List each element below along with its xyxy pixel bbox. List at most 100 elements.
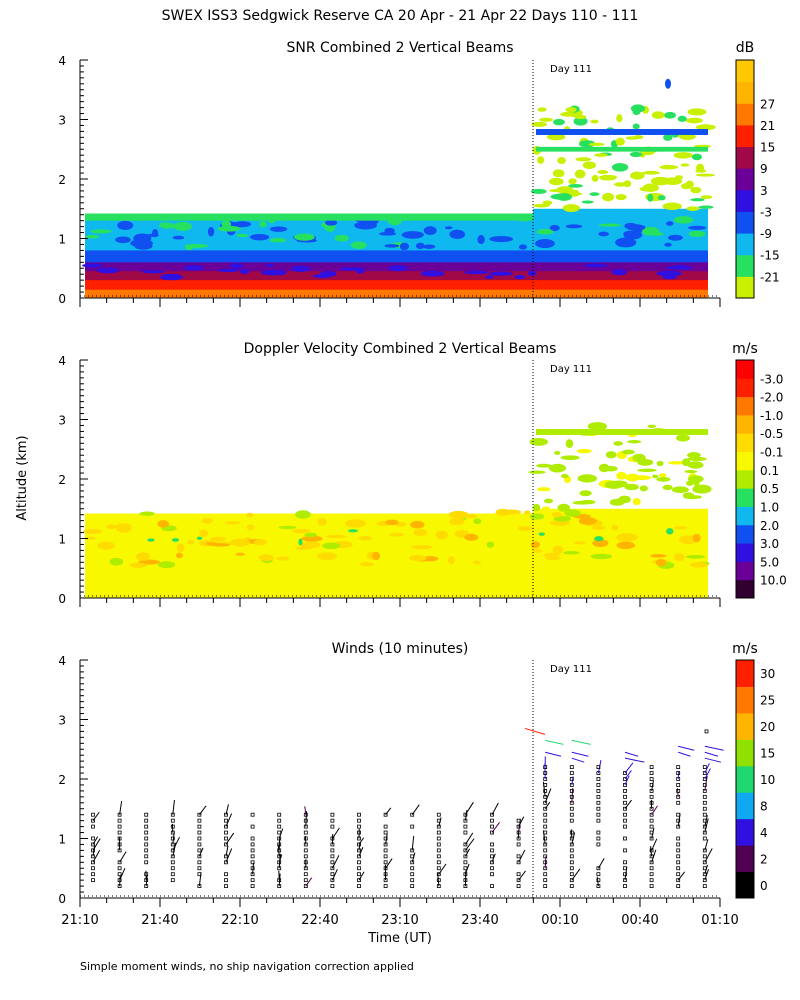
velocity-blob (486, 541, 495, 548)
snr-upper-cloud (685, 117, 703, 124)
velocity-blob (615, 533, 638, 542)
velocity-upper-cloud (687, 475, 704, 483)
snr-upper-cloud (675, 175, 683, 180)
wind-station-marker (569, 860, 574, 865)
velocity-blob (385, 519, 399, 526)
colorbar-swatch (736, 396, 754, 416)
wind-barb (571, 739, 591, 745)
wind-station-marker (596, 878, 601, 883)
velocity-blob (413, 528, 428, 537)
colorbar-label: -0.5 (760, 427, 783, 441)
wind-barb (518, 849, 526, 863)
x-tick-label: 23:10 (381, 913, 418, 928)
snr-blob (401, 231, 424, 239)
x-tick-label: 23:40 (461, 913, 498, 928)
wind-barb (651, 805, 658, 815)
wind-station-marker (357, 878, 361, 883)
velocity-blob (300, 541, 321, 549)
colorbar-label: -0.1 (760, 446, 783, 460)
wind-station-marker (704, 729, 709, 734)
snr-blob (666, 221, 674, 226)
wind-station-marker (596, 818, 601, 823)
snr-blob (350, 241, 367, 249)
wind-barb (491, 822, 501, 833)
wind-station-marker (702, 771, 707, 775)
snr-upper-cloud (611, 162, 629, 172)
colorbar-swatch (736, 254, 754, 277)
wind-barb (411, 804, 420, 815)
velocity-blob (594, 536, 604, 542)
velocity-blob (358, 536, 373, 541)
colorbar-label: 0.5 (760, 482, 779, 496)
velocity-blob (359, 562, 374, 567)
snr-blob (183, 265, 204, 271)
velocity-blob (410, 520, 425, 529)
velocity-blob (147, 538, 155, 542)
wind-station-marker (569, 884, 574, 888)
snr-day-annotation: Day 111 (550, 64, 592, 75)
wind-barb (678, 745, 695, 751)
colorbar-label: 4 (760, 826, 768, 840)
wind-barb (704, 751, 719, 757)
velocity-blob (321, 542, 341, 550)
snr-blob (141, 270, 165, 274)
colorbar-swatch (736, 60, 754, 83)
velocity-blob (298, 538, 303, 546)
wind-barb (650, 846, 653, 857)
wind-station-marker (436, 866, 441, 871)
wind-station-marker (144, 854, 149, 859)
wind-station-marker (543, 830, 548, 835)
snr-upper-cloud (662, 202, 682, 211)
velocity-blob (345, 519, 366, 528)
wind-station-marker (543, 836, 548, 841)
wind-station-marker (596, 842, 601, 847)
wind-station-marker (490, 818, 494, 823)
velocity-upper-cloud (576, 449, 592, 454)
wind-barb (172, 799, 175, 815)
wind-station-marker (303, 848, 308, 853)
wind-barb (331, 869, 338, 881)
wind-barb (92, 836, 99, 845)
velocity-upper-cloud (633, 475, 652, 481)
wind-station-marker (463, 878, 468, 883)
wind-station-marker (676, 872, 681, 877)
wind-barb (305, 877, 313, 887)
colorbar-swatch (736, 168, 754, 191)
wind-station-marker (676, 884, 681, 888)
wind-station-marker (117, 830, 122, 835)
wind-station-marker (463, 848, 468, 853)
wind-station-marker (543, 800, 548, 805)
velocity-panel-title: Doppler Velocity Combined 2 Vertical Bea… (244, 341, 557, 357)
wind-station-marker (250, 866, 255, 871)
wind-station-marker (569, 848, 574, 853)
velocity-upper-cloud (560, 455, 580, 461)
velocity-blob (278, 525, 297, 530)
wind-station-marker (676, 836, 681, 841)
velocity-blob (258, 554, 274, 561)
colorbar-frame (735, 659, 755, 899)
wind-station-marker (170, 836, 175, 841)
wind-station-marker (383, 860, 388, 865)
velocity-blob (573, 541, 586, 545)
wind-station-marker (91, 872, 95, 877)
wind-station-marker (676, 866, 681, 871)
wind-station-marker (623, 872, 627, 877)
wind-barb (544, 856, 547, 869)
velocity-blob (301, 535, 323, 542)
wind-barb (677, 871, 686, 881)
wind-barb (199, 805, 207, 816)
colorbar-swatch (736, 378, 754, 398)
wind-barb (545, 739, 564, 745)
colorbar-label: 30 (760, 667, 775, 681)
velocity-upper-cloud (577, 474, 597, 483)
wind-station-marker (197, 860, 202, 865)
wind-barb (92, 838, 101, 851)
colorbar-swatch (736, 818, 754, 846)
snr-blob (339, 267, 364, 271)
wind-barb (225, 832, 235, 845)
velocity-upper-cloud (639, 485, 648, 492)
velocity-blob (564, 509, 581, 517)
wind-station-marker (543, 812, 548, 817)
velocity-blob (201, 517, 213, 524)
wind-station-marker (569, 812, 574, 817)
